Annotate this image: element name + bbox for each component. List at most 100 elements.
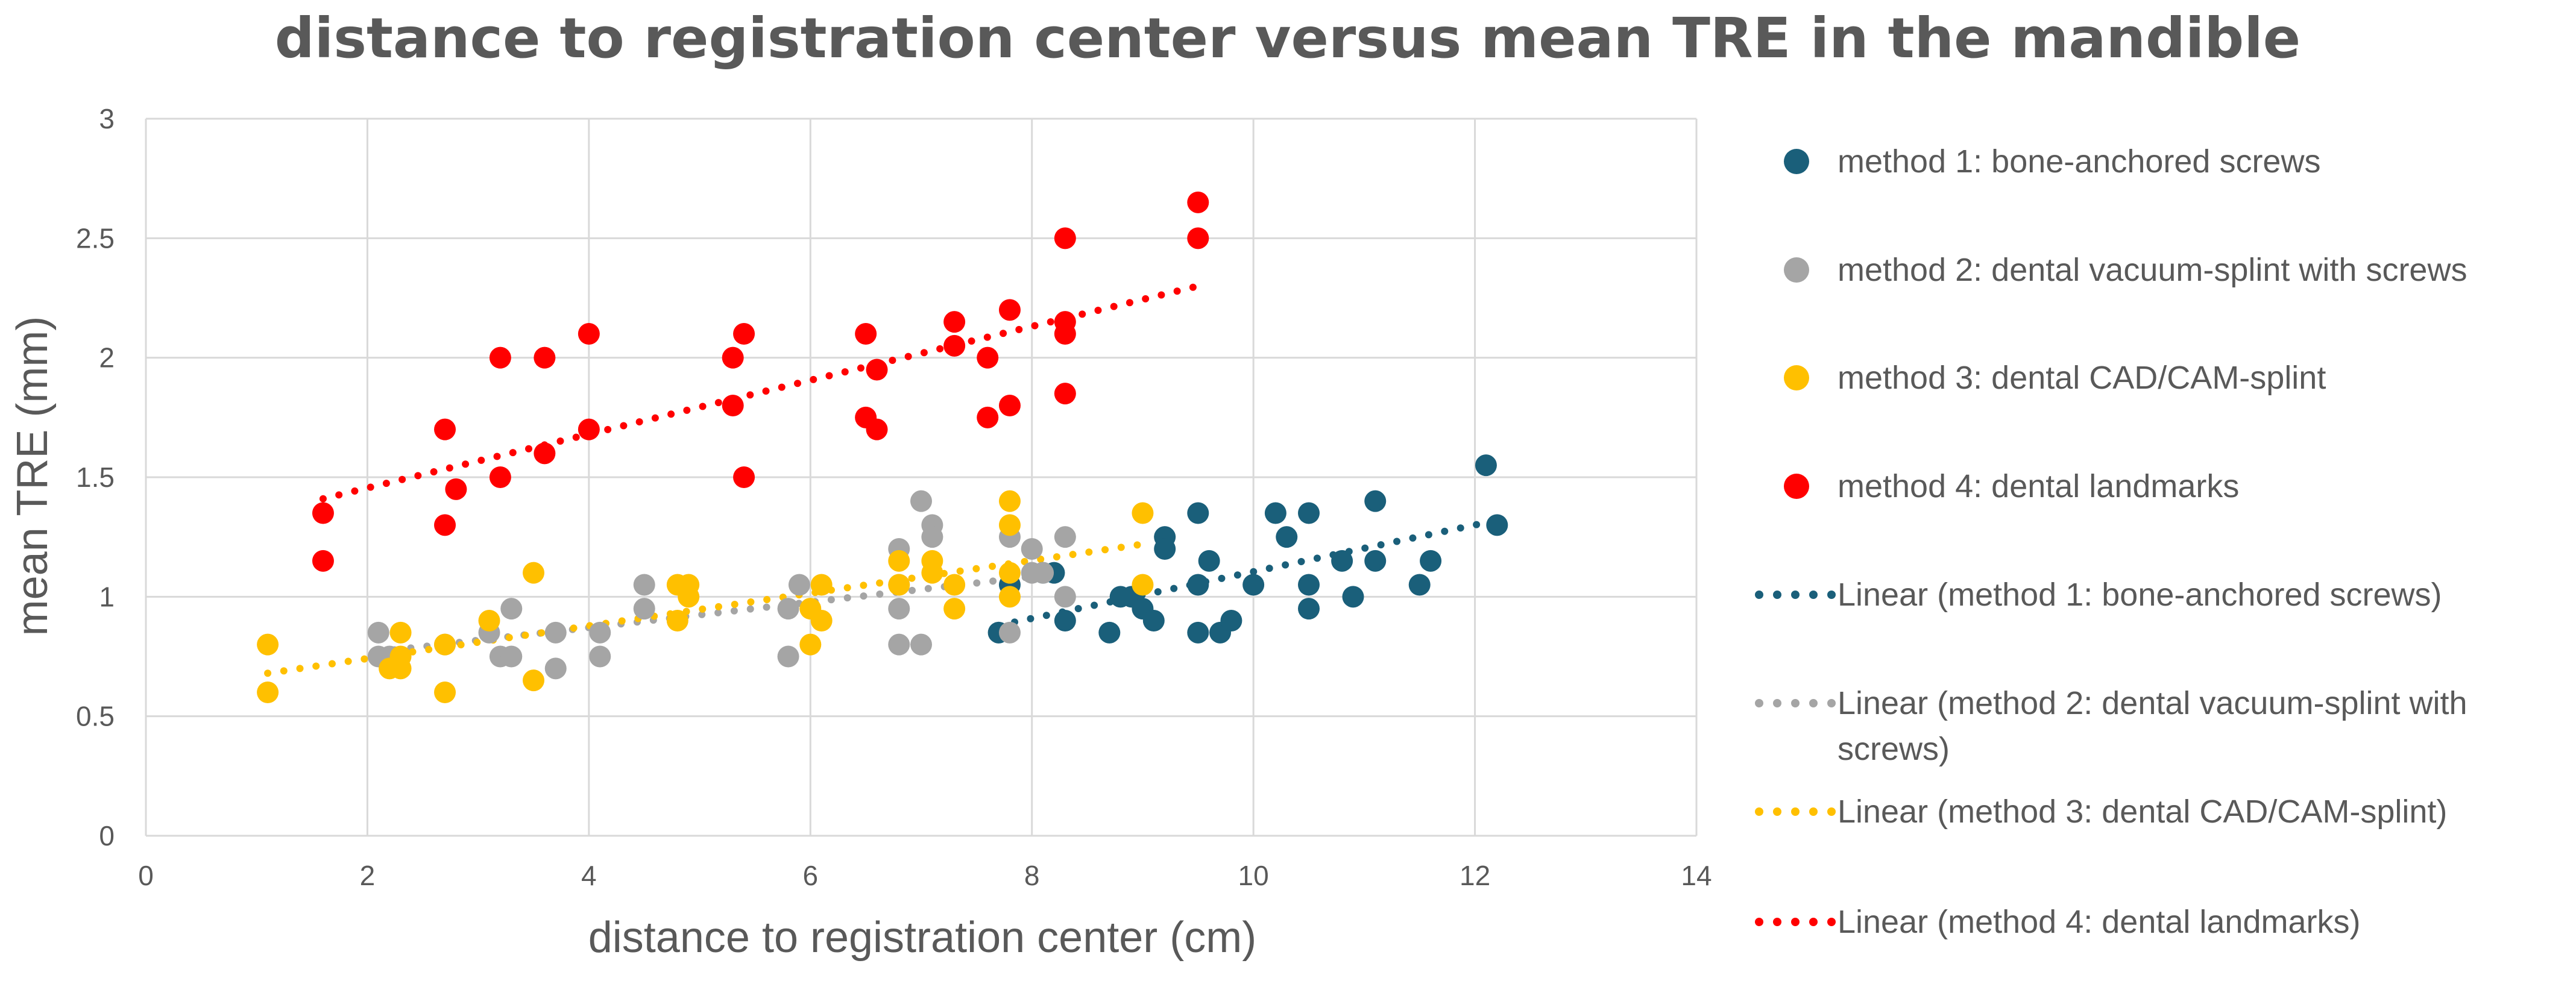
trend-line bbox=[995, 516, 1501, 629]
data-point bbox=[434, 633, 456, 656]
data-point bbox=[921, 562, 943, 584]
y-tick-label: 2.5 bbox=[76, 222, 115, 254]
data-point bbox=[489, 466, 511, 488]
data-point bbox=[1420, 550, 1442, 572]
trend-line bbox=[319, 282, 1202, 503]
data-point bbox=[810, 574, 833, 596]
data-point bbox=[866, 418, 888, 440]
data-point bbox=[257, 682, 279, 703]
data-point bbox=[722, 395, 744, 416]
data-point bbox=[998, 299, 1021, 321]
y-axis-label: mean TRE (mm) bbox=[8, 316, 57, 636]
data-point bbox=[1054, 383, 1076, 405]
data-point bbox=[810, 610, 833, 631]
data-point bbox=[1342, 586, 1364, 608]
data-point bbox=[888, 550, 910, 572]
data-point bbox=[777, 645, 799, 668]
data-point bbox=[633, 574, 655, 596]
data-point bbox=[943, 334, 966, 357]
data-point bbox=[544, 657, 567, 680]
data-point bbox=[1187, 227, 1209, 249]
legend-trend-label: Linear (method 1: bone-anchored screws) bbox=[1838, 577, 2442, 613]
legend-label: method 1: bone-anchored screws bbox=[1838, 143, 2320, 180]
x-tick-label: 4 bbox=[581, 860, 597, 891]
data-point bbox=[888, 598, 910, 620]
trend-line bbox=[264, 541, 1147, 677]
legend-trend-label: Linear (method 2: dental vacuum-splint w… bbox=[1838, 685, 2467, 767]
data-point bbox=[1154, 538, 1176, 560]
data-point bbox=[910, 490, 932, 512]
data-point bbox=[434, 514, 456, 536]
data-point bbox=[722, 346, 744, 369]
data-point bbox=[943, 574, 966, 596]
data-point bbox=[389, 621, 412, 644]
x-tick-label: 6 bbox=[802, 860, 818, 891]
data-point bbox=[1187, 502, 1209, 524]
data-point bbox=[445, 478, 467, 500]
data-point bbox=[1132, 502, 1154, 524]
data-point bbox=[1486, 514, 1508, 536]
data-point bbox=[389, 657, 412, 680]
y-tick-label: 0 bbox=[99, 820, 115, 851]
data-point bbox=[1242, 574, 1265, 596]
data-point bbox=[1298, 598, 1320, 620]
data-point bbox=[589, 621, 611, 644]
data-point bbox=[998, 586, 1021, 608]
data-point bbox=[1032, 562, 1054, 584]
x-tick-label: 12 bbox=[1460, 860, 1490, 891]
data-point bbox=[888, 574, 910, 596]
data-point bbox=[489, 346, 511, 369]
data-point bbox=[1054, 586, 1076, 608]
y-tick-label: 2 bbox=[99, 342, 115, 374]
data-point bbox=[434, 418, 456, 440]
data-point bbox=[1054, 610, 1076, 631]
data-point bbox=[589, 645, 611, 668]
data-point bbox=[1276, 526, 1298, 548]
data-point bbox=[1198, 550, 1220, 572]
data-point bbox=[312, 550, 334, 572]
legend-label: method 4: dental landmarks bbox=[1838, 468, 2239, 504]
grid-lines bbox=[145, 118, 1698, 837]
data-point bbox=[500, 645, 523, 668]
legend-marker bbox=[1784, 257, 1809, 283]
data-point bbox=[1298, 574, 1320, 596]
data-point bbox=[534, 346, 556, 369]
y-tick-label: 1.5 bbox=[76, 462, 115, 493]
data-point bbox=[544, 621, 567, 644]
data-point bbox=[777, 598, 799, 620]
data-point bbox=[1054, 526, 1076, 548]
data-point bbox=[523, 562, 544, 584]
data-point bbox=[1098, 621, 1121, 644]
data-point bbox=[1364, 550, 1387, 572]
data-point bbox=[998, 395, 1021, 416]
data-point bbox=[367, 621, 389, 644]
y-tick-label: 3 bbox=[99, 103, 115, 134]
data-point bbox=[1187, 574, 1209, 596]
data-point bbox=[500, 598, 523, 620]
data-point bbox=[1187, 621, 1209, 644]
legend-trend-label: Linear (method 4: dental landmarks) bbox=[1838, 904, 2360, 940]
legend-marker bbox=[1784, 365, 1809, 390]
data-point bbox=[578, 323, 600, 345]
x-tick-label: 0 bbox=[138, 860, 154, 891]
legend: method 1: bone-anchored screws method 2: … bbox=[1755, 143, 2467, 940]
data-point bbox=[998, 490, 1021, 512]
data-point bbox=[312, 502, 334, 524]
data-point bbox=[799, 633, 822, 656]
data-point bbox=[998, 514, 1021, 536]
data-point bbox=[866, 359, 888, 381]
data-point bbox=[998, 621, 1021, 644]
data-point bbox=[943, 311, 966, 333]
legend-marker bbox=[1784, 474, 1809, 499]
data-point bbox=[1298, 502, 1320, 524]
data-point bbox=[733, 466, 755, 488]
data-point bbox=[1264, 502, 1286, 524]
data-point bbox=[434, 682, 456, 703]
data-point bbox=[733, 323, 755, 345]
data-point bbox=[1364, 490, 1387, 512]
data-point bbox=[943, 598, 966, 620]
x-tick-label: 8 bbox=[1024, 860, 1040, 891]
chart-title: distance to registration center versus m… bbox=[275, 6, 2300, 71]
x-axis-label: distance to registration center (cm) bbox=[588, 913, 1256, 962]
data-point bbox=[855, 323, 877, 345]
